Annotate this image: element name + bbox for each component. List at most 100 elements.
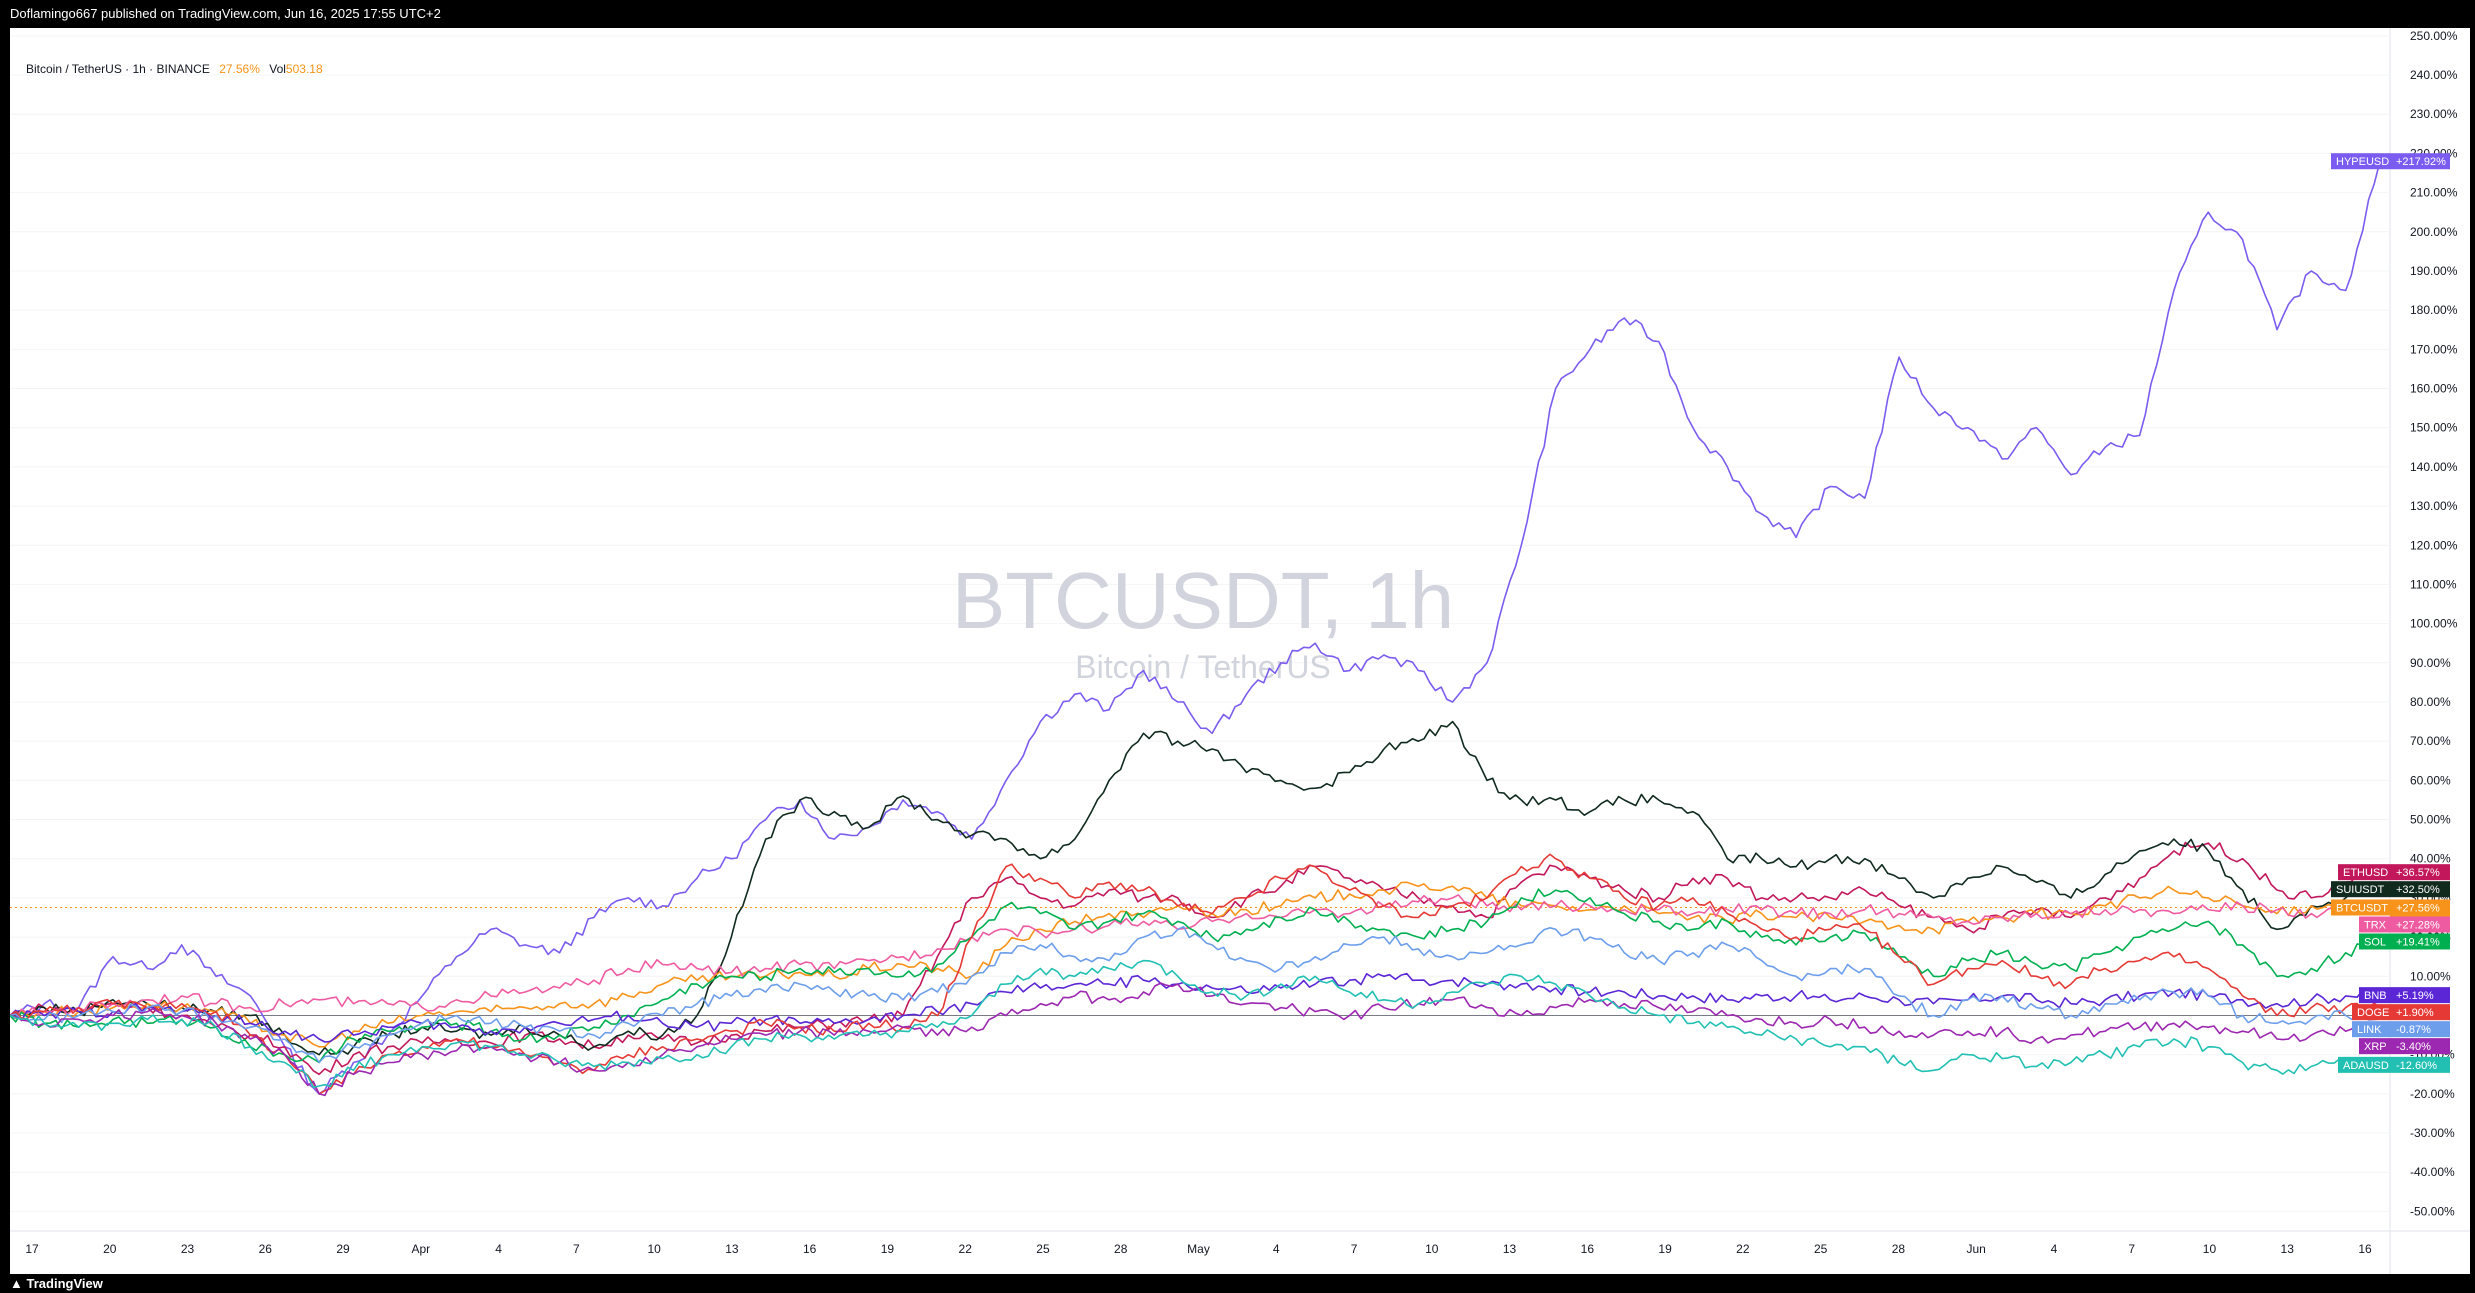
series-line-doge — [10, 853, 2381, 1095]
value-label-adausd: ADAUSD -12.60% — [2338, 1056, 2450, 1073]
y-tick-label: 130.00% — [2410, 499, 2458, 513]
series-line-link — [10, 925, 2381, 1064]
time-scale: 17 20 23 26 29 Apr 4 7 10 13 16 19 22 25 28 May 4 7 10 13 16… — [25, 1242, 2372, 1256]
y-tick-label: 100.00% — [2410, 617, 2458, 631]
y-tick-label: 170.00% — [2410, 342, 2458, 356]
value-label-change: -0.87% — [2396, 1024, 2431, 1036]
value-label-suiusdt: SUIUSDT +32.50% — [2331, 881, 2450, 898]
value-label-change: +27.56% — [2396, 902, 2440, 914]
y-tick-label: 190.00% — [2410, 264, 2458, 278]
value-label-name: ETHUSD — [2343, 867, 2388, 879]
x-tick-label: 16 — [1581, 1242, 1595, 1256]
y-tick-label: -20.00% — [2410, 1087, 2455, 1101]
x-tick-label: 13 — [1503, 1242, 1517, 1256]
value-label-bg — [2352, 1021, 2450, 1038]
y-tick-label: -40.00% — [2410, 1165, 2455, 1179]
y-tick-label: 10.00% — [2410, 969, 2451, 983]
tradingview-logo[interactable]: ▲ TradingView — [0, 1276, 103, 1291]
value-label-change: -3.40% — [2396, 1041, 2431, 1053]
watermark-subtitle: Bitcoin / TetherUS — [1075, 649, 1331, 685]
published-text: Doflamingo667 published on TradingView.c… — [10, 6, 441, 21]
value-label-name: BNB — [2364, 990, 2387, 1002]
y-tick-label: 160.00% — [2410, 382, 2458, 396]
x-tick-label: 13 — [725, 1242, 739, 1256]
x-tick-label: 20 — [103, 1242, 117, 1256]
value-label-name: SUIUSDT — [2336, 884, 2385, 896]
tv-icon: ▲ — [10, 1276, 23, 1291]
value-label-name: SOL — [2364, 936, 2386, 948]
value-label-doge: DOGE +1.90% — [2352, 1004, 2450, 1021]
x-tick-label: 17 — [25, 1242, 39, 1256]
value-label-name: LINK — [2357, 1024, 2382, 1036]
value-label-name: HYPEUSD — [2336, 156, 2389, 168]
series-line-bnb — [10, 972, 2381, 1043]
value-label-bg — [2331, 899, 2450, 916]
series-line-btcusdt — [10, 881, 2381, 1048]
y-tick-label: 150.00% — [2410, 421, 2458, 435]
value-label-xrp: XRP -3.40% — [2359, 1038, 2450, 1055]
value-label-bg — [2359, 916, 2450, 933]
value-label-bg — [2359, 1038, 2450, 1055]
x-tick-label: 25 — [1036, 1242, 1050, 1256]
y-tick-label: 120.00% — [2410, 538, 2458, 552]
x-tick-label: 10 — [647, 1242, 661, 1256]
x-tick-label: 4 — [495, 1242, 502, 1256]
grid-layer — [10, 28, 2470, 1274]
y-tick-label: 40.00% — [2410, 852, 2451, 866]
y-tick-label: 210.00% — [2410, 186, 2458, 200]
x-tick-label: 4 — [1273, 1242, 1280, 1256]
value-label-change: +1.90% — [2396, 1007, 2434, 1019]
x-tick-label: 23 — [181, 1242, 195, 1256]
volume-value: 503.18 — [285, 62, 323, 76]
x-tick-label: 29 — [336, 1242, 350, 1256]
value-label-change: +19.41% — [2396, 936, 2440, 948]
x-tick-label: May — [1187, 1242, 1210, 1256]
y-tick-label: -30.00% — [2410, 1126, 2455, 1140]
value-label-name: XRP — [2364, 1041, 2387, 1053]
series-lines — [10, 161, 2381, 1097]
volume-label: Vol — [269, 62, 286, 76]
x-tick-label: 28 — [1114, 1242, 1128, 1256]
y-tick-label: 90.00% — [2410, 656, 2451, 670]
symbol-legend: Bitcoin / TetherUS · 1h · BINANCE 27.56%… — [26, 62, 323, 76]
series-line-trx — [10, 894, 2381, 1020]
publish-header: Doflamingo667 published on TradingView.c… — [0, 0, 2475, 28]
value-label-change: +5.19% — [2396, 990, 2434, 1002]
y-tick-label: 240.00% — [2410, 68, 2458, 82]
x-tick-label: 7 — [573, 1242, 580, 1256]
value-label-ethusd: ETHUSD +36.57% — [2338, 864, 2450, 881]
x-tick-label: 16 — [2358, 1242, 2372, 1256]
x-tick-label: 10 — [1425, 1242, 1439, 1256]
series-line-ethusd — [10, 841, 2381, 1076]
footer-bar: ▲ TradingView — [0, 1274, 2475, 1293]
x-tick-label: 4 — [2051, 1242, 2058, 1256]
watermark-title: BTCUSDT, 1h — [952, 556, 1454, 645]
value-label-name: BTCUSDT — [2336, 902, 2388, 914]
symbol-change: 27.56% — [219, 62, 260, 76]
value-label-bg — [2359, 933, 2450, 950]
value-label-change: +217.92% — [2396, 156, 2446, 168]
x-tick-label: 19 — [881, 1242, 895, 1256]
chart-area[interactable]: Bitcoin / TetherUS · 1h · BINANCE 27.56%… — [10, 28, 2470, 1274]
series-line-adausd — [10, 959, 2381, 1089]
y-tick-label: 200.00% — [2410, 225, 2458, 239]
value-label-name: ADAUSD — [2343, 1060, 2389, 1072]
x-tick-label: Apr — [411, 1242, 430, 1256]
value-label-bg — [2359, 987, 2450, 1004]
value-label-change: +36.57% — [2396, 867, 2440, 879]
x-tick-label: 28 — [1892, 1242, 1906, 1256]
y-tick-label: 230.00% — [2410, 107, 2458, 121]
series-value-labels: HYPEUSD +217.92% ETHUSD +36.57% SUIUSDT +32.5… — [2331, 153, 2450, 1073]
symbol-name[interactable]: Bitcoin / TetherUS · 1h · BINANCE — [26, 62, 210, 76]
value-label-bg — [2338, 1056, 2450, 1073]
comparison-chart[interactable]: BTCUSDT, 1h Bitcoin / TetherUS 250.00% 24… — [10, 28, 2470, 1274]
y-tick-label: -50.00% — [2410, 1204, 2455, 1218]
x-tick-label: Jun — [1966, 1242, 1985, 1256]
value-label-bg — [2338, 864, 2450, 881]
value-label-change: +32.50% — [2396, 884, 2440, 896]
x-tick-label: 7 — [1351, 1242, 1358, 1256]
y-tick-label: 60.00% — [2410, 773, 2451, 787]
y-tick-label: 180.00% — [2410, 303, 2458, 317]
value-label-bnb: BNB +5.19% — [2359, 987, 2450, 1004]
value-label-bg — [2331, 881, 2450, 898]
